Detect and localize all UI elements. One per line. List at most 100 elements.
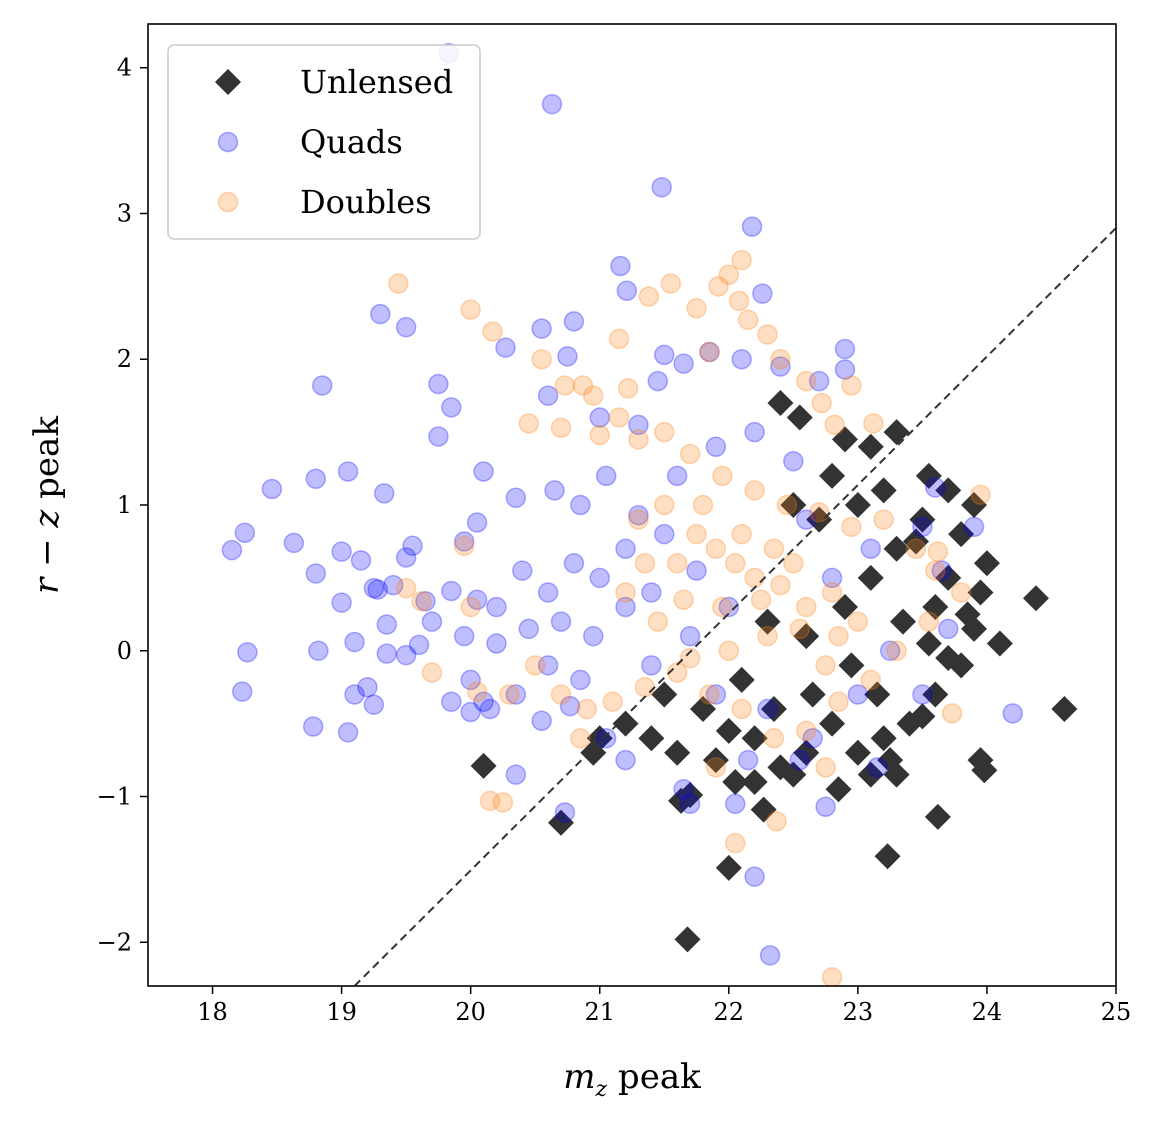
- y-tick-label: 4: [117, 54, 132, 82]
- data-point-doubles: [815, 655, 836, 676]
- data-point-unlensed: [924, 803, 951, 830]
- data-point-quads: [583, 625, 604, 647]
- data-point-quads: [357, 676, 378, 698]
- data-point-doubles: [863, 413, 884, 434]
- data-point-unlensed: [793, 739, 820, 766]
- data-point-doubles: [686, 523, 707, 545]
- data-point-quads: [673, 778, 694, 800]
- data-point-doubles: [518, 413, 539, 434]
- data-point-unlensed: [819, 462, 846, 489]
- data-point-doubles: [783, 553, 804, 574]
- data-point-unlensed: [831, 594, 858, 621]
- data-point-quads: [615, 749, 636, 771]
- data-point-unlensed: [883, 535, 910, 562]
- data-point-quads: [563, 311, 585, 332]
- data-point-unlensed: [971, 757, 998, 784]
- data-point-unlensed: [857, 433, 884, 460]
- data-point-quads: [705, 684, 727, 705]
- data-point-quads: [395, 316, 417, 338]
- x-tick-label: 24: [972, 998, 1003, 1026]
- data-point-unlensed: [838, 652, 865, 679]
- data-point-doubles: [679, 443, 701, 465]
- data-point-doubles: [795, 596, 817, 618]
- data-point-quads: [428, 426, 449, 447]
- data-point-doubles: [482, 321, 503, 342]
- data-point-quads: [473, 461, 494, 482]
- data-point-doubles: [766, 811, 787, 832]
- data-point-quads: [802, 727, 823, 749]
- y-tick-label: 1: [117, 491, 132, 519]
- data-point-quads: [363, 577, 385, 599]
- y-tick-label: −1: [97, 783, 132, 811]
- data-point-quads: [557, 346, 578, 367]
- data-point-doubles: [795, 370, 817, 392]
- data-point-quads: [879, 640, 901, 662]
- data-point-doubles: [666, 662, 688, 683]
- data-point-quads: [731, 348, 752, 370]
- legend-marker-doubles: [217, 191, 239, 213]
- data-point-quads: [925, 477, 946, 498]
- data-point-quads: [616, 280, 638, 301]
- data-point-quads: [331, 541, 352, 562]
- data-point-quads: [641, 582, 662, 603]
- data-point-unlensed: [870, 477, 897, 504]
- data-point-doubles: [918, 611, 940, 632]
- data-point-unlensed: [780, 761, 807, 788]
- data-point-unlensed: [902, 528, 929, 555]
- data-point-doubles: [970, 484, 991, 506]
- data-point-doubles: [479, 790, 501, 812]
- data-point-quads: [331, 592, 352, 613]
- data-point-quads: [666, 465, 688, 487]
- data-point-quads: [912, 684, 933, 705]
- data-point-quads: [234, 522, 256, 543]
- data-point-quads: [654, 523, 675, 545]
- data-point-doubles: [634, 553, 656, 574]
- data-point-doubles: [776, 494, 798, 516]
- data-point-quads: [402, 535, 423, 557]
- x-tick-label: 21: [584, 998, 615, 1026]
- data-point-quads: [963, 516, 985, 538]
- series-doubles: [388, 249, 991, 986]
- data-point-quads: [808, 370, 830, 392]
- data-point-quads: [531, 318, 552, 339]
- data-point-quads: [466, 589, 488, 610]
- data-point-unlensed: [857, 564, 884, 591]
- data-point-doubles: [725, 553, 746, 574]
- data-point-quads: [912, 516, 933, 538]
- data-point-doubles: [757, 324, 778, 345]
- data-point-quads: [376, 614, 398, 635]
- data-point-unlensed: [668, 787, 695, 814]
- data-point-doubles: [654, 494, 675, 516]
- x-tick-label: 20: [455, 998, 486, 1026]
- data-point-quads: [415, 590, 436, 612]
- data-point-unlensed: [825, 776, 852, 803]
- data-point-quads: [752, 283, 773, 304]
- data-point-unlensed: [664, 739, 691, 766]
- x-axis: 18 19 20 21 22 23 24 25: [197, 986, 1131, 1026]
- series-unlensed: [470, 389, 1078, 953]
- data-point-quads: [834, 359, 856, 380]
- data-point-unlensed: [651, 681, 678, 708]
- data-point-unlensed: [922, 594, 949, 621]
- data-point-doubles: [602, 691, 623, 713]
- data-point-doubles: [811, 392, 832, 414]
- data-point-quads: [283, 532, 305, 554]
- data-point-doubles: [828, 691, 849, 713]
- data-point-quads: [815, 796, 836, 817]
- data-point-quads: [937, 618, 959, 640]
- data-point-doubles: [550, 417, 572, 438]
- data-point-quads: [495, 337, 516, 358]
- data-point-quads: [741, 216, 763, 237]
- data-point-doubles: [608, 328, 630, 350]
- data-point-doubles: [524, 655, 546, 676]
- data-point-quads: [441, 580, 462, 602]
- legend-marker-unlensed: [215, 69, 241, 95]
- data-point-unlensed: [1022, 585, 1049, 612]
- data-point-unlensed: [754, 608, 781, 635]
- data-point-doubles: [699, 684, 720, 705]
- data-point-quads: [460, 669, 481, 691]
- data-point-doubles: [770, 574, 791, 596]
- data-point-doubles: [950, 582, 972, 603]
- data-point-quads: [725, 793, 746, 815]
